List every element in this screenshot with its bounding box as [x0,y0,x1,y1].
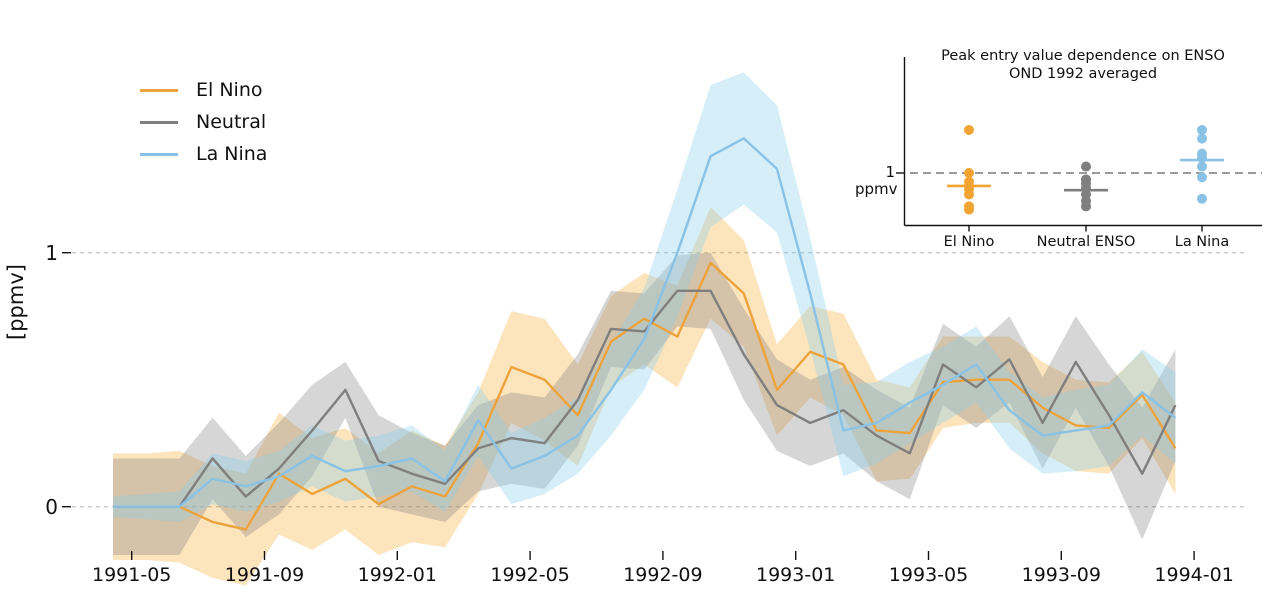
la-nina-dot [1197,152,1207,163]
neutral-enso-dot [1081,161,1091,172]
legend: El Nino Neutral La Nina [140,74,267,170]
x-tick-label-1991-09: 1991-09 [224,564,305,586]
y-axis-label: [ppmv] [4,264,28,340]
inset-title-line2: OND 1992 averaged [1008,66,1158,82]
neutral-line [113,289,1177,508]
y-tick-label-1: 1 [45,241,58,265]
la-nina-dot [1197,133,1207,144]
inset-y-axis-label: ppmv [855,180,898,198]
la-nina-line [113,137,1177,508]
legend-item-neutral: Neutral [140,106,267,138]
neutral-enso-dot [1081,201,1091,212]
inset-category-label-el-nino: El Nino [943,234,995,250]
inset-title-line1: Peak entry value dependence on ENSO [941,48,1225,64]
x-tick-label-1993-01: 1993-01 [755,564,836,586]
el-nino-band [113,206,1176,586]
legend-label-la-nina: La Nina [196,143,268,165]
neutral-line-swatch [140,120,178,124]
y-tick-label-0: 0 [45,495,58,519]
la-nina-line-swatch [140,152,178,156]
legend-item-el-nino: El Nino [140,74,267,106]
el-nino-dot [964,189,974,200]
legend-label-neutral: Neutral [196,111,267,133]
la-nina-dot [1197,193,1207,204]
inset-y-tick-label: 1 [885,163,895,181]
x-tick-label-1992-01: 1992-01 [357,564,437,586]
legend-label-el-nino: El Nino [196,79,263,101]
x-tick-label-1994-01: 1994-01 [1154,564,1234,586]
x-tick-label-1993-09: 1993-09 [1021,564,1101,586]
neutral-band [113,252,1176,555]
la-nina-dot [1197,125,1207,135]
legend-item-la-nina: La Nina [140,138,267,170]
el-nino-line [113,261,1177,531]
el-nino-dot [964,204,974,215]
el-nino-dot [964,125,974,135]
el-nino-dot [964,168,974,178]
x-tick-label-1992-09: 1992-09 [623,564,703,586]
la-nina-dot [1197,172,1207,183]
inset-category-label-neutral-enso: Neutral ENSO [1036,234,1136,250]
la-nina-band [113,72,1176,522]
x-tick-label-1991-05: 1991-05 [91,564,172,586]
la-nina-dot [1197,161,1207,172]
x-tick-label-1992-05: 1992-05 [490,564,570,586]
el-nino-line-swatch [140,88,178,92]
x-tick-label-1993-05: 1993-05 [888,564,969,586]
inset-category-label-la-nina: La Nina [1174,234,1230,250]
